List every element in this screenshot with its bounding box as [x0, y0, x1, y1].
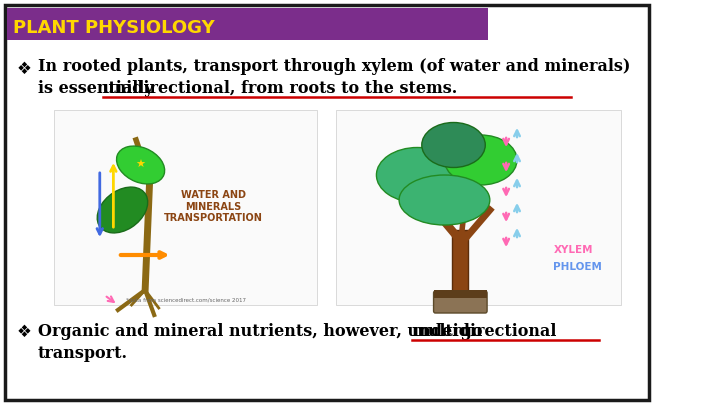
Text: *data from sciencedirect.com/science 2017: *data from sciencedirect.com/science 201…: [126, 298, 246, 303]
Ellipse shape: [444, 135, 517, 185]
Bar: [433, 290, 487, 298]
Text: XYLEM: XYLEM: [553, 245, 593, 255]
Bar: [7, 8, 488, 40]
Text: Organic and mineral nutrients, however, undergo: Organic and mineral nutrients, however, …: [38, 323, 488, 340]
Text: In rooted plants, transport through xylem (of water and minerals): In rooted plants, transport through xyle…: [38, 58, 631, 75]
Text: PLANT PHYSIOLOGY: PLANT PHYSIOLOGY: [13, 19, 215, 37]
Text: unidirectional, from roots to the stems.: unidirectional, from roots to the stems.: [104, 80, 458, 97]
Ellipse shape: [97, 187, 148, 233]
Bar: [55, 110, 318, 305]
Ellipse shape: [422, 122, 485, 168]
Text: PHLOEM: PHLOEM: [553, 262, 602, 272]
Bar: [451, 230, 468, 295]
Text: ❖: ❖: [17, 60, 31, 78]
Text: ★: ★: [135, 160, 145, 170]
Ellipse shape: [377, 147, 458, 202]
Ellipse shape: [399, 175, 490, 225]
Text: transport.: transport.: [38, 345, 128, 362]
Text: WATER AND
MINERALS
TRANSPORTATION: WATER AND MINERALS TRANSPORTATION: [163, 190, 263, 223]
Text: multidirectional: multidirectional: [412, 323, 557, 340]
Text: ❖: ❖: [17, 323, 31, 341]
FancyBboxPatch shape: [433, 291, 487, 313]
Ellipse shape: [117, 146, 165, 184]
Text: is essentially: is essentially: [38, 80, 159, 97]
Bar: [336, 110, 621, 305]
